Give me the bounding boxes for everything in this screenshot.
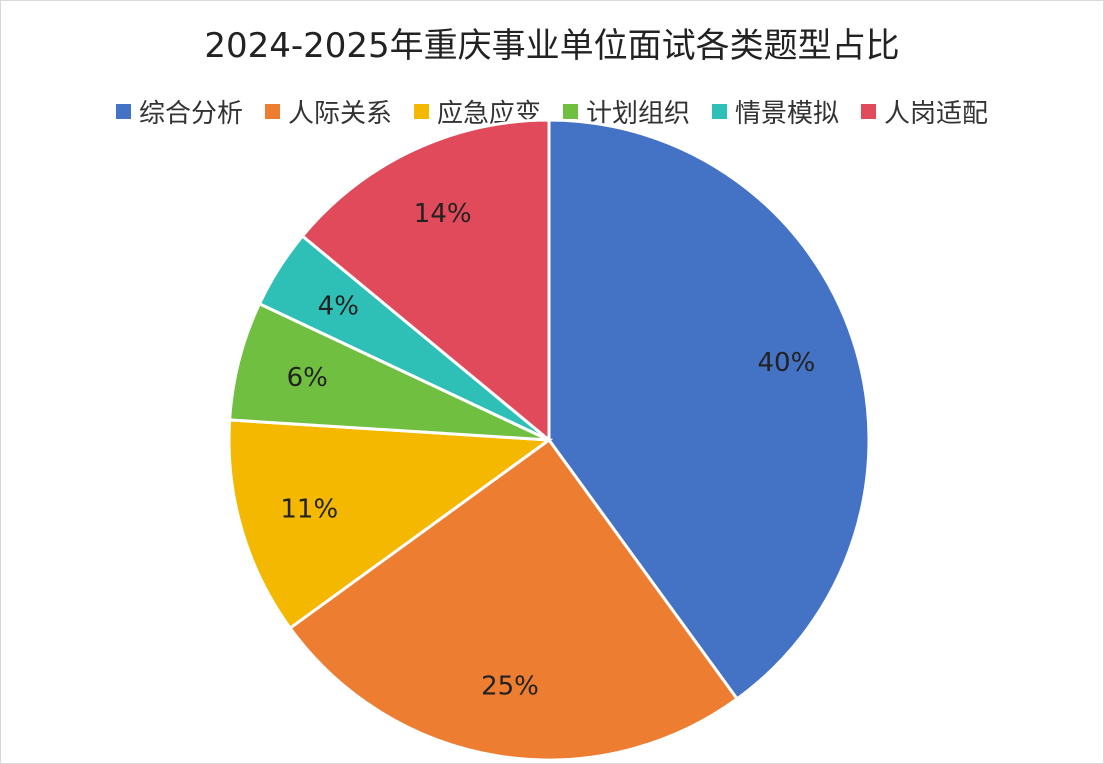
pie-slice — [288, 437, 740, 762]
legend-label: 人际关系 — [287, 99, 392, 129]
pie-data-label: 4% — [318, 291, 359, 321]
pie-slice — [547, 118, 871, 701]
pie-data-label: 14% — [414, 199, 472, 229]
pie-data-label: 25% — [481, 672, 539, 702]
pie-data-label: 40% — [758, 348, 816, 378]
legend-swatch — [115, 104, 131, 119]
legend-swatch — [413, 104, 429, 119]
legend-swatch — [563, 104, 578, 119]
legend-item: 人岗适配 — [861, 93, 988, 130]
chart-title: 2024-2025年重庆事业单位面试各类题型占比 — [204, 26, 900, 66]
legend-swatch — [861, 104, 877, 119]
pie-data-label: 11% — [280, 495, 338, 525]
chart-legend: 综合分析 人际关系 应急应变 计划组织 情景模拟 人岗适配 — [0, 93, 1104, 130]
legend-item: 综合分析 — [115, 93, 243, 130]
pie-data-label: 6% — [287, 363, 328, 393]
legend-swatch — [712, 104, 728, 119]
legend-item: 情景模拟 — [712, 93, 839, 130]
pie-slice — [227, 418, 554, 631]
pie-slice — [228, 301, 550, 442]
legend-item: 计划组织 — [563, 93, 690, 130]
legend-label: 综合分析 — [138, 99, 243, 129]
legend-item: 人际关系 — [264, 93, 392, 130]
legend-label: 人岗适配 — [884, 99, 989, 129]
pie-slice — [300, 118, 551, 444]
legend-swatch — [264, 104, 280, 119]
legend-label: 情景模拟 — [735, 99, 840, 129]
